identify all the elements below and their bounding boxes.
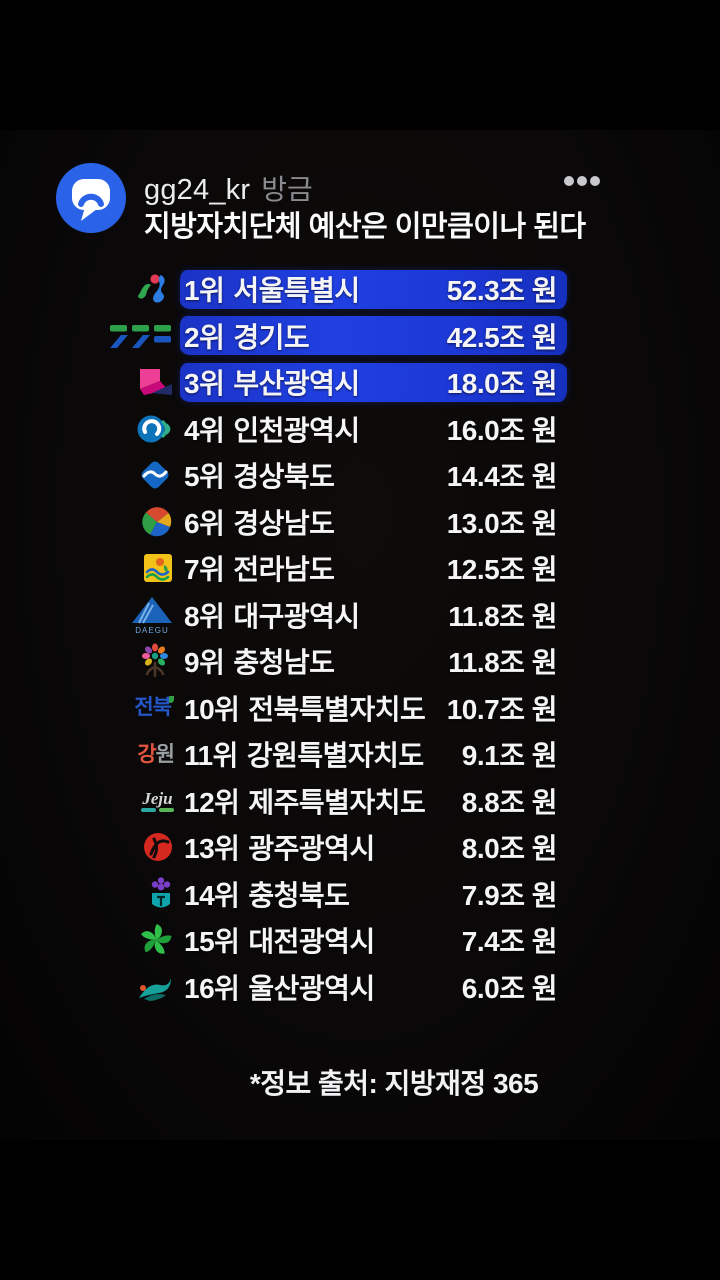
ranking-row-jeonbuk: 전북 10위 전북특별자치도 10.7조 원 bbox=[104, 685, 567, 732]
budget-value: 52.3조 원 bbox=[446, 275, 558, 307]
budget-value: 14.4조 원 bbox=[446, 461, 558, 493]
busan-logo-icon bbox=[104, 361, 180, 403]
budget-value: 8.8조 원 bbox=[461, 786, 558, 818]
region-name: 전라남도 bbox=[233, 554, 335, 586]
rank-label: 9위 bbox=[184, 647, 225, 679]
chungbuk-logo-icon bbox=[104, 873, 180, 915]
rank-label: 4위 bbox=[184, 414, 225, 446]
ellipsis-dot bbox=[577, 176, 587, 186]
gwangju-logo-icon bbox=[104, 826, 180, 868]
region-name: 서울특별시 bbox=[233, 275, 360, 307]
ranking-row-daejeon: 15위 대전광역시 7.4조 원 bbox=[104, 917, 567, 964]
post-title: 지방자치단체 예산은 이만큼이나 된다 bbox=[144, 211, 586, 243]
rank-label: 2위 bbox=[184, 321, 225, 353]
ranking-row-gangwon: 강 원 11위 강원특별자치도 9.1조 원 bbox=[104, 731, 567, 778]
seoul-logo-icon bbox=[104, 268, 180, 310]
gangwon-logo-icon: 강 원 bbox=[104, 733, 180, 775]
rank-label: 11위 bbox=[184, 740, 238, 772]
budget-value: 6.0조 원 bbox=[461, 972, 558, 1004]
daegu-logo-icon: DAEGU bbox=[104, 594, 180, 636]
profile-avatar[interactable] bbox=[56, 163, 126, 233]
budget-value: 11.8조 원 bbox=[448, 600, 557, 632]
budget-value: 18.0조 원 bbox=[446, 368, 558, 400]
region-name: 경상남도 bbox=[233, 507, 335, 539]
jeju-wave-bar bbox=[141, 808, 156, 812]
rank-label: 15위 bbox=[184, 926, 240, 958]
region-name: 경상북도 bbox=[233, 461, 335, 493]
ranking-row-daegu: DAEGU 8위 대구광역시 11.8조 원 bbox=[104, 592, 567, 639]
incheon-logo-icon bbox=[104, 408, 180, 450]
ranking-row-seoul: 1위 서울특별시 52.3조 원 bbox=[104, 266, 567, 313]
speech-bubble-arc-icon bbox=[56, 163, 126, 233]
ranking-row-incheon: 4위 인천광역시 16.0조 원 bbox=[104, 406, 567, 453]
budget-value: 7.9조 원 bbox=[461, 879, 558, 911]
budget-value: 11.8조 원 bbox=[448, 647, 557, 679]
ulsan-logo-icon bbox=[104, 966, 180, 1008]
region-name: 대구광역시 bbox=[233, 600, 360, 632]
ellipsis-dot bbox=[590, 176, 600, 186]
post-timestamp: 방금 bbox=[261, 174, 313, 205]
rank-label: 14위 bbox=[184, 879, 240, 911]
rank-label: 7위 bbox=[184, 554, 225, 586]
region-name: 전북특별자치도 bbox=[248, 693, 426, 725]
chungnam-logo-icon bbox=[104, 640, 180, 682]
region-name: 충청남도 bbox=[233, 647, 335, 679]
jeonbuk-logo-text: 전북 bbox=[134, 696, 172, 720]
jeju-logo-text: Jeju bbox=[142, 789, 173, 808]
budget-value: 7.4조 원 bbox=[461, 926, 558, 958]
daegu-logo-text: DAEGU bbox=[135, 626, 168, 635]
ranking-row-chungnam: 9위 충청남도 11.8조 원 bbox=[104, 638, 567, 685]
ranking-row-gyeongbuk: 5위 경상북도 14.4조 원 bbox=[104, 452, 567, 499]
ranking-row-gyeongnam: 6위 경상남도 13.0조 원 bbox=[104, 499, 567, 546]
budget-value: 13.0조 원 bbox=[446, 507, 558, 539]
region-name: 대전광역시 bbox=[248, 926, 375, 958]
gyeonggi-logo-icon bbox=[104, 315, 180, 357]
rank-label: 12위 bbox=[184, 786, 240, 818]
gyeongnam-logo-icon bbox=[104, 501, 180, 543]
region-name: 부산광역시 bbox=[233, 368, 360, 400]
budget-value: 10.7조 원 bbox=[446, 693, 558, 725]
jeonnam-logo-icon bbox=[104, 547, 180, 589]
gangwon-logo-text-1: 강 bbox=[137, 742, 156, 766]
region-name: 경기도 bbox=[233, 321, 310, 353]
rank-label: 6위 bbox=[184, 507, 225, 539]
region-name: 충청북도 bbox=[248, 879, 350, 911]
ranking-row-jeju: Jeju 12위 제주특별자치도 8.8조 원 bbox=[104, 778, 567, 825]
ranking-row-gyeonggi: 2위 경기도 42.5조 원 bbox=[104, 313, 567, 360]
ellipsis-dot bbox=[564, 176, 574, 186]
rank-label: 5위 bbox=[184, 461, 225, 493]
daejeon-logo-icon bbox=[104, 919, 180, 961]
budget-value: 8.0조 원 bbox=[461, 833, 558, 865]
rank-label: 1위 bbox=[184, 275, 225, 307]
gangwon-logo-text-2: 원 bbox=[155, 742, 175, 766]
jeju-logo-icon: Jeju bbox=[104, 780, 180, 822]
gyeongbuk-logo-icon bbox=[104, 454, 180, 496]
rank-label: 10위 bbox=[184, 693, 240, 725]
username[interactable]: gg24_kr bbox=[144, 174, 251, 206]
region-name: 광주광역시 bbox=[248, 833, 375, 865]
rank-label: 3위 bbox=[184, 368, 225, 400]
source-note: *정보 출처: 지방재정 365 bbox=[249, 1068, 539, 1099]
region-name: 인천광역시 bbox=[233, 414, 360, 446]
budget-ranking-list: 1위 서울특별시 52.3조 원 2위 경기도 bbox=[104, 266, 567, 1010]
budget-value: 9.1조 원 bbox=[461, 740, 558, 772]
ranking-row-jeonnam: 7위 전라남도 12.5조 원 bbox=[104, 545, 567, 592]
rank-label: 8위 bbox=[184, 600, 225, 632]
budget-value: 42.5조 원 bbox=[446, 321, 558, 353]
rank-label: 16위 bbox=[184, 972, 240, 1004]
jeonbuk-leaf-accent bbox=[167, 696, 174, 704]
ranking-row-ulsan: 16위 울산광역시 6.0조 원 bbox=[104, 964, 567, 1011]
region-name: 울산광역시 bbox=[248, 972, 375, 1004]
budget-value: 16.0조 원 bbox=[446, 414, 558, 446]
jeju-wave-bar bbox=[159, 808, 174, 812]
rank-label: 13위 bbox=[184, 833, 240, 865]
budget-value: 12.5조 원 bbox=[446, 554, 558, 586]
ranking-row-chungbuk: 14위 충청북도 7.9조 원 bbox=[104, 871, 567, 918]
jeonbuk-logo-icon: 전북 bbox=[104, 687, 180, 729]
region-name: 제주특별자치도 bbox=[248, 786, 426, 818]
ranking-row-busan: 3위 부산광역시 18.0조 원 bbox=[104, 359, 567, 406]
more-options-button[interactable] bbox=[564, 176, 600, 186]
region-name: 강원특별자치도 bbox=[246, 740, 424, 772]
ranking-row-gwangju: 13위 광주광역시 8.0조 원 bbox=[104, 824, 567, 871]
